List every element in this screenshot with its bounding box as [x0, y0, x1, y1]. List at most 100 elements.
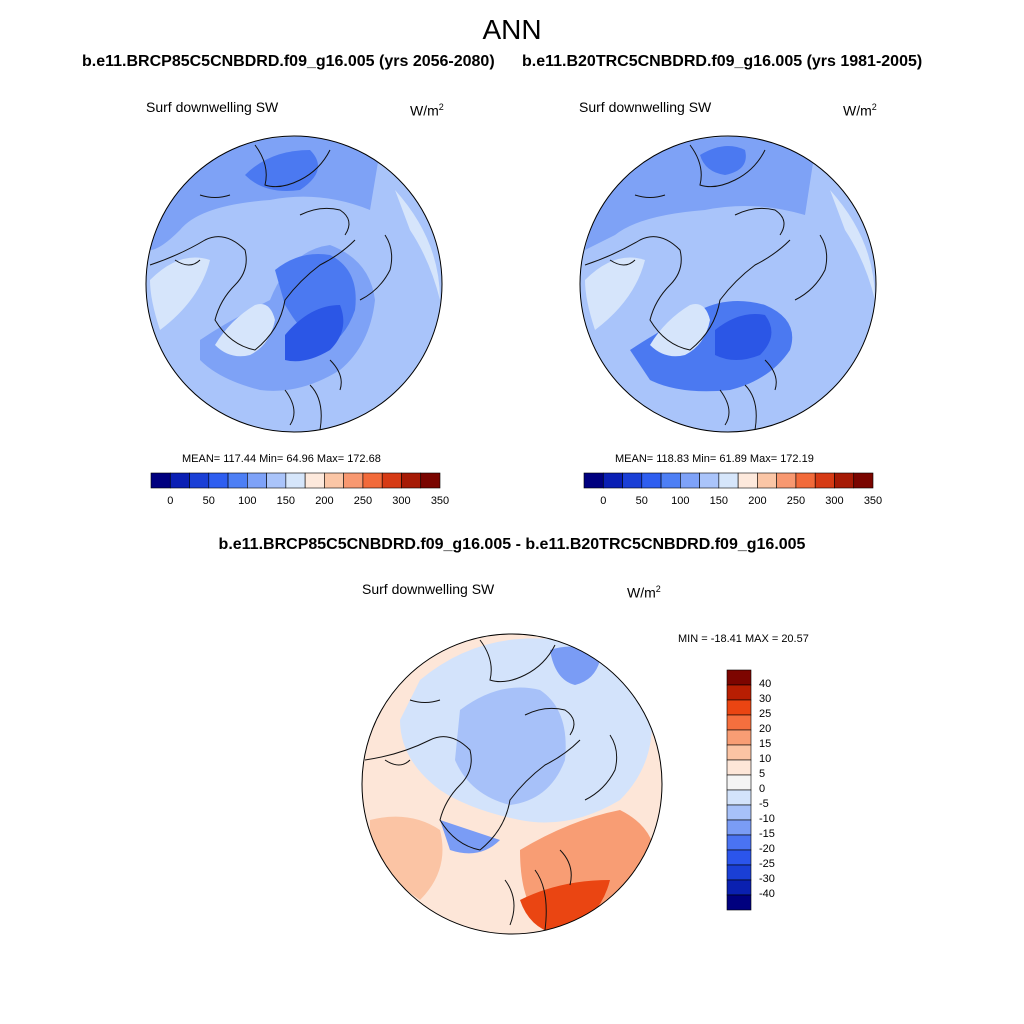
colorbar-tick-label: 25 — [759, 708, 772, 720]
colorbar-swatch — [726, 789, 752, 806]
colorbar-swatch — [622, 472, 643, 489]
left-polar-map — [145, 135, 443, 433]
right-colorbar — [583, 472, 874, 489]
diff-map-field — [440, 820, 500, 854]
right-variable-label: Surf downwelling SW — [579, 99, 712, 115]
colorbar-tick-label: 20 — [759, 723, 772, 735]
colorbar-swatch — [834, 472, 855, 489]
colorbar-tick-label: 150 — [709, 495, 729, 507]
colorbar-swatch — [726, 774, 752, 791]
colorbar-swatch — [150, 472, 171, 489]
diff-map-field — [550, 646, 600, 685]
colorbar-swatch — [343, 472, 364, 489]
colorbar-tick-label: 300 — [392, 495, 411, 507]
right-map-field — [700, 146, 746, 175]
right-panel-title: b.e11.B20TRC5CNBDRD.f09_g16.005 (yrs 198… — [522, 53, 923, 70]
colorbar-swatch — [324, 472, 344, 489]
colorbar-swatch — [726, 864, 752, 881]
colorbar-swatch — [795, 472, 816, 489]
colorbar-swatch — [726, 684, 752, 701]
colorbar-tick-label: 40 — [759, 678, 772, 690]
colorbar-tick-label: 250 — [353, 495, 373, 507]
colorbar-tick-label: -15 — [759, 828, 775, 840]
colorbar-swatch — [641, 472, 662, 489]
diff-map-border — [361, 633, 663, 935]
colorbar-tick-label: -10 — [759, 813, 775, 825]
diff-panel-title: b.e11.BRCP85C5CNBDRD.f09_g16.005 - b.e11… — [218, 536, 806, 553]
colorbar-swatch — [726, 669, 752, 686]
colorbar-swatch — [757, 472, 777, 489]
colorbar-tick-label: -30 — [759, 873, 775, 885]
colorbar-swatch — [726, 849, 752, 866]
colorbar-swatch — [726, 729, 752, 746]
colorbar-tick-label: 50 — [202, 495, 215, 507]
colorbar-swatch — [169, 472, 190, 489]
colorbar-swatch — [726, 804, 752, 821]
right-map-field — [715, 314, 772, 360]
left-map-field — [150, 257, 210, 330]
colorbar-tick-label: 150 — [276, 495, 296, 507]
diff-variable-label: Surf downwelling SW — [362, 581, 495, 597]
colorbar-swatch — [718, 472, 739, 489]
colorbar-swatch — [726, 699, 752, 716]
colorbar-swatch — [304, 472, 325, 489]
colorbar-swatch — [726, 894, 752, 911]
colorbar-tick-label: -20 — [759, 843, 775, 855]
colorbar-tick-label: 0 — [600, 495, 607, 507]
colorbar-swatch — [726, 714, 752, 731]
right-units-label: W/m2 — [843, 102, 877, 119]
left-map-border — [145, 135, 443, 433]
left-map-field — [150, 136, 380, 250]
colorbar-swatch — [189, 472, 210, 489]
diff-map-field — [370, 816, 443, 900]
colorbar-swatch — [726, 819, 752, 836]
colorbar-tick-label: 350 — [430, 495, 450, 507]
colorbar-swatch — [814, 472, 835, 489]
colorbar-swatch — [420, 472, 441, 489]
colorbar-tick-label: 30 — [759, 693, 772, 705]
right-stats: MEAN= 118.83 Min= 61.89 Max= 172.19 — [615, 453, 814, 465]
left-map-field — [215, 304, 275, 357]
diff-colorbar — [726, 669, 752, 911]
colorbar-swatch — [602, 472, 623, 489]
colorbar-tick-label: -40 — [759, 888, 775, 900]
colorbar-swatch — [266, 472, 287, 489]
left-variable-label: Surf downwelling SW — [146, 99, 279, 115]
figure-title: ANN — [482, 14, 542, 45]
left-coastlines — [149, 144, 393, 431]
colorbar-tick-label: 100 — [671, 495, 690, 507]
colorbar-tick-label: 250 — [786, 495, 806, 507]
colorbar-swatch — [726, 744, 752, 761]
colorbar-swatch — [227, 472, 248, 489]
colorbar-swatch — [726, 759, 752, 776]
colorbar-tick-label: 200 — [315, 495, 334, 507]
right-map-field — [650, 304, 710, 357]
colorbar-tick-label: 0 — [167, 495, 174, 507]
colorbar-swatch — [776, 472, 797, 489]
left-panel-title: b.e11.BRCP85C5CNBDRD.f09_g16.005 (yrs 20… — [82, 53, 495, 70]
colorbar-swatch — [660, 472, 681, 489]
colorbar-swatch — [401, 472, 422, 489]
colorbar-swatch — [726, 834, 752, 851]
left-units-label: W/m2 — [410, 102, 444, 119]
colorbar-tick-label: 0 — [759, 783, 766, 795]
colorbar-swatch — [853, 472, 874, 489]
colorbar-tick-label: 10 — [759, 753, 772, 765]
right-map-field — [585, 136, 815, 250]
left-map-field — [395, 190, 440, 300]
colorbar-tick-label: 300 — [825, 495, 844, 507]
colorbar-tick-label: 15 — [759, 738, 772, 750]
colorbar-swatch — [583, 472, 604, 489]
left-stats: MEAN= 117.44 Min= 64.96 Max= 172.68 — [182, 453, 381, 465]
diff-units-label: W/m2 — [627, 584, 661, 601]
colorbar-swatch — [362, 472, 383, 489]
colorbar-tick-label: -25 — [759, 858, 775, 870]
colorbar-swatch — [208, 472, 229, 489]
colorbar-tick-label: 5 — [759, 768, 766, 780]
right-map-border — [579, 135, 877, 433]
colorbar-swatch — [737, 472, 758, 489]
colorbar-swatch — [247, 472, 267, 489]
diff-coastlines — [364, 639, 618, 931]
right-polar-map — [579, 135, 877, 433]
